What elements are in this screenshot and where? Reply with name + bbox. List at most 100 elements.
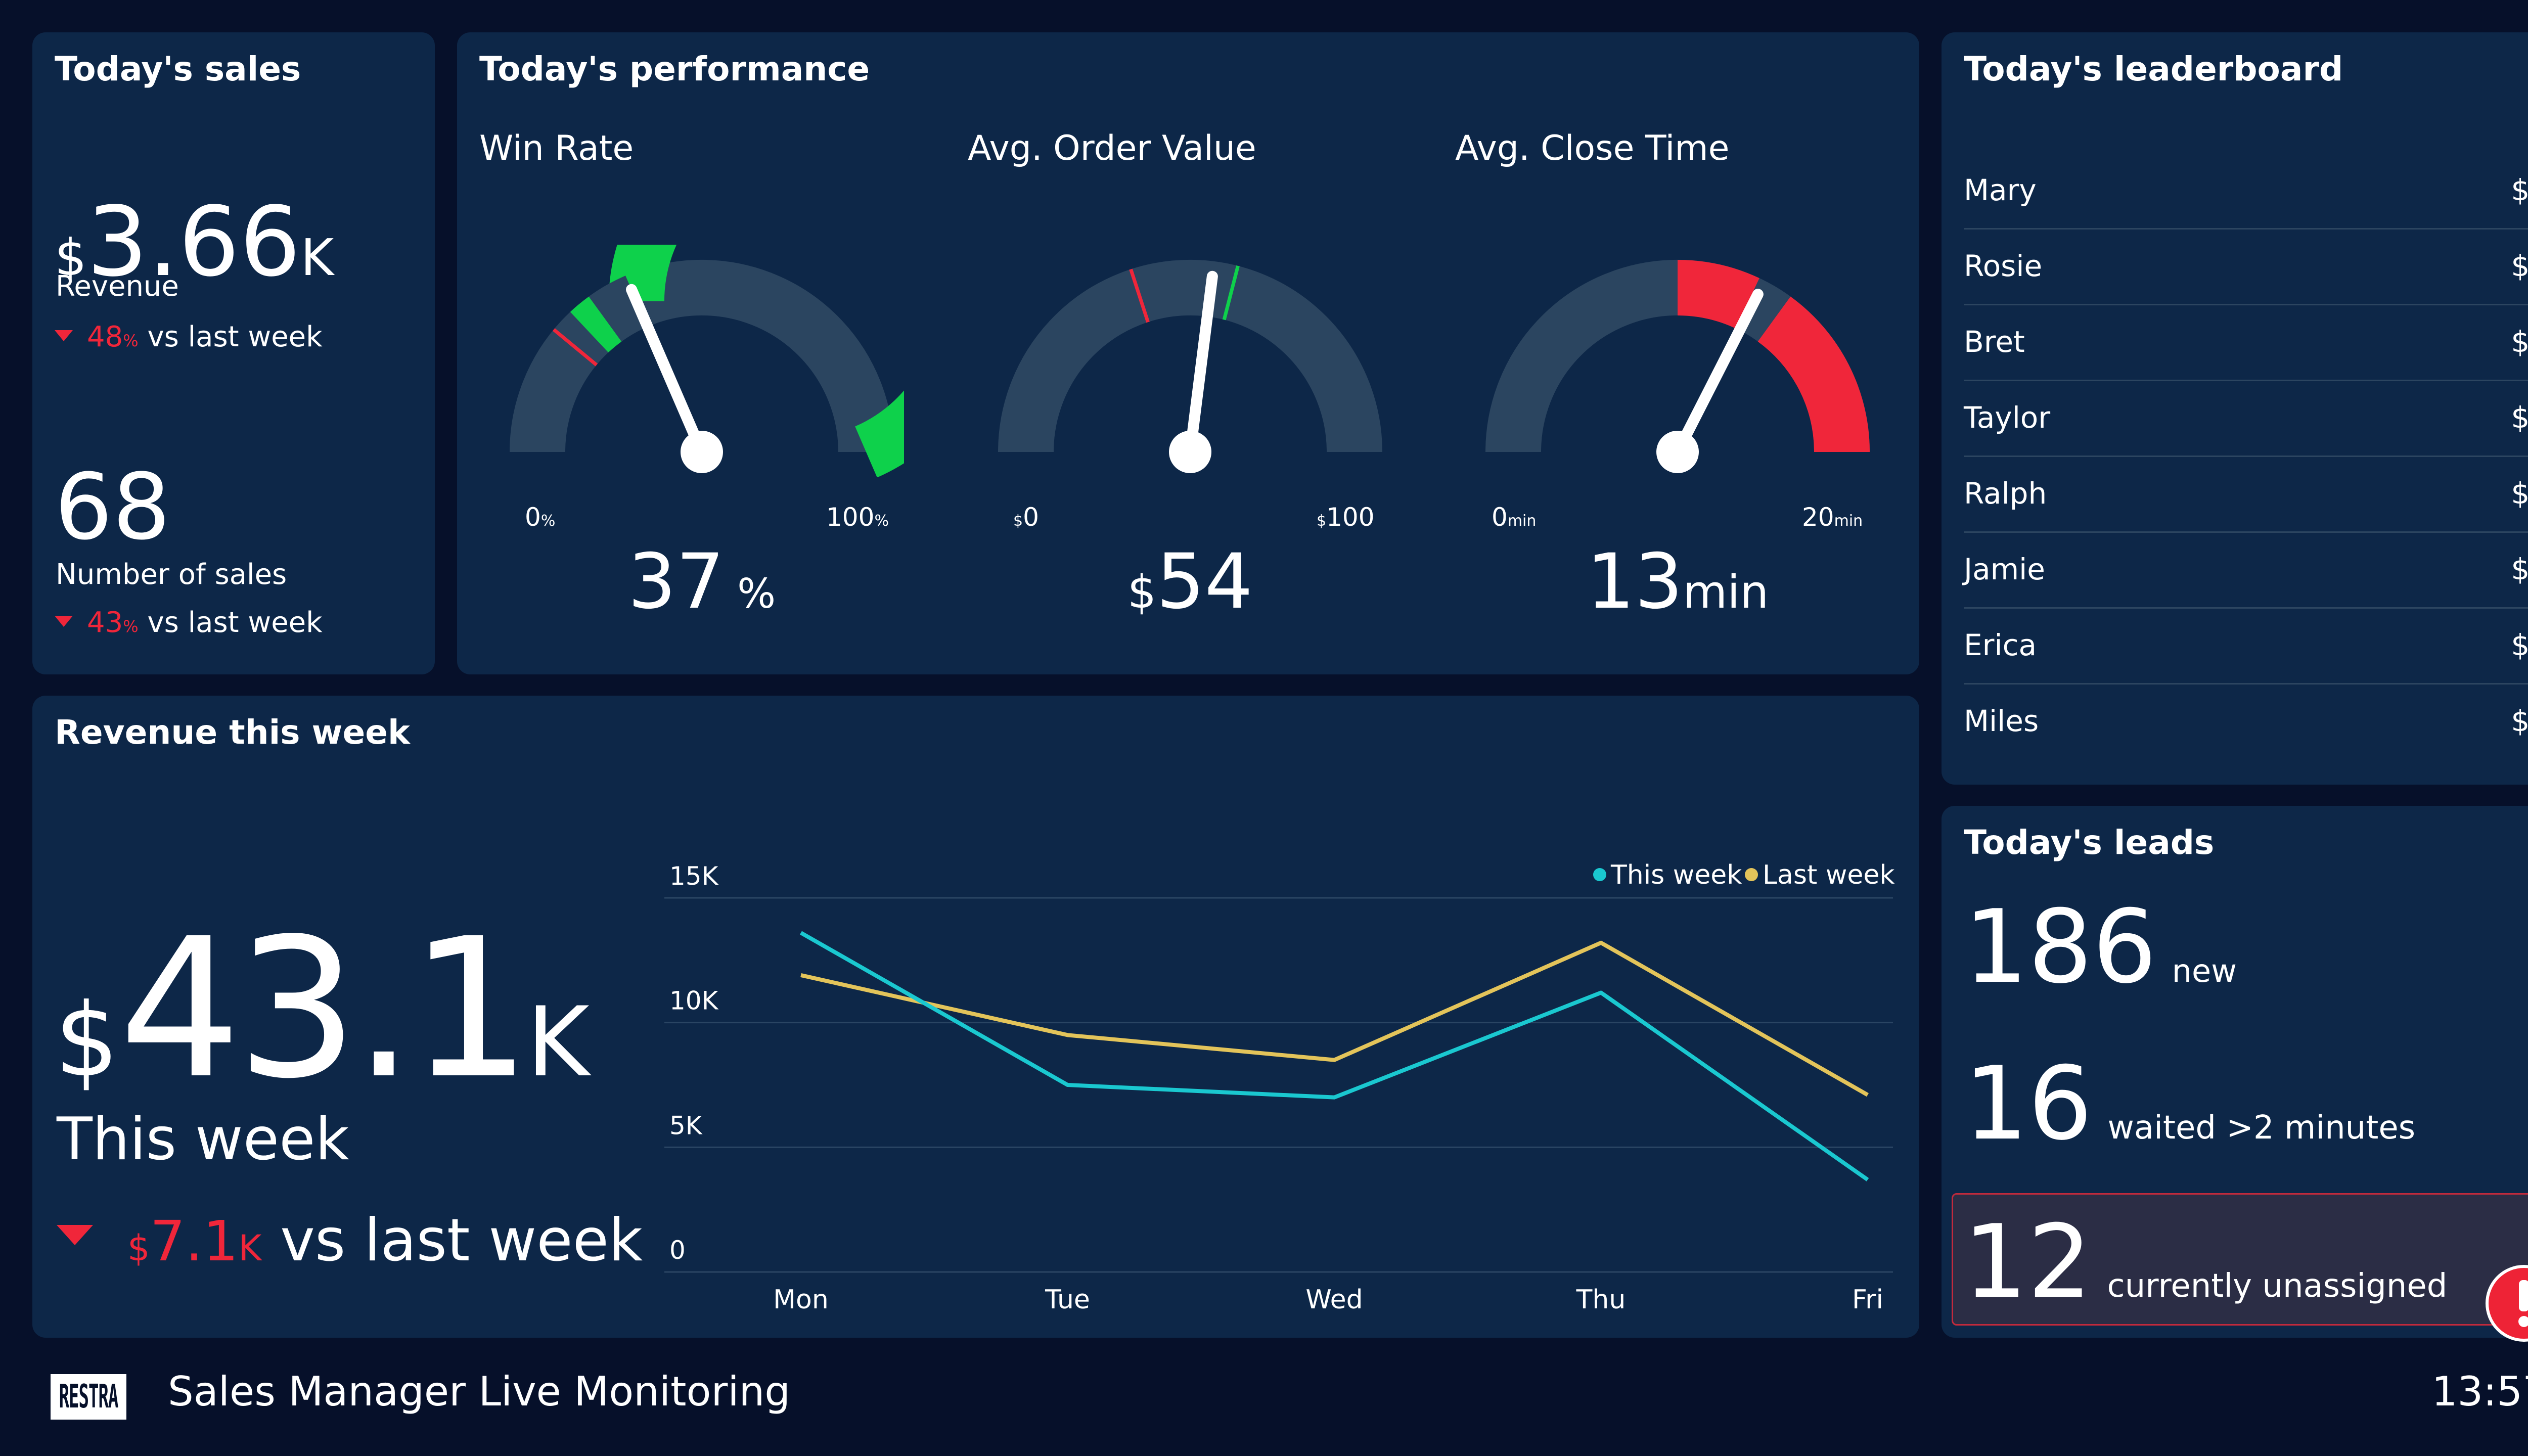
week-revenue-label: This week bbox=[57, 1105, 349, 1173]
gauge-arcs bbox=[998, 260, 1382, 452]
gauge-fill-segment bbox=[1757, 296, 1870, 452]
gauge-min-label: $0 bbox=[1013, 503, 1039, 532]
gauge-value-win-rate: 37 % bbox=[627, 538, 776, 626]
legend-swatch bbox=[1593, 868, 1606, 881]
down-arrow-icon bbox=[55, 616, 73, 627]
y-tick-label: 5K bbox=[669, 1111, 703, 1140]
revenue-delta-text: vs last week bbox=[138, 321, 323, 353]
delta-text: vs last week bbox=[261, 1206, 643, 1275]
gauge-target-marker bbox=[552, 328, 598, 367]
sales-count-label: Number of sales bbox=[56, 558, 287, 591]
legend-label: Last week bbox=[1763, 860, 1894, 890]
gauge-hub bbox=[1656, 431, 1699, 473]
todays-sales-panel: Today's sales $ 3.66 K Revenue 48 % vs l… bbox=[32, 32, 435, 674]
legend-swatch bbox=[1745, 868, 1758, 881]
x-tick-label: Tue bbox=[1045, 1285, 1090, 1315]
todays-performance-panel: Today's performance Win Rate 0% 100% 37 … bbox=[457, 32, 1919, 674]
leaderboard-name: Mary bbox=[1964, 173, 2037, 207]
revenue-delta-value: 48 bbox=[87, 321, 123, 353]
leaderboard-value: $604 bbox=[2511, 325, 2528, 359]
y-tick-label: 0 bbox=[669, 1236, 686, 1265]
leaderboard-row: Ralph $471 bbox=[1964, 457, 2528, 533]
delta-currency: $ bbox=[127, 1227, 150, 1269]
count-delta-text: vs last week bbox=[138, 606, 323, 639]
leaderboard-value: $785 bbox=[2511, 173, 2528, 207]
gauge-target-marker bbox=[1129, 268, 1150, 323]
waited-leads: 16 waited >2 minutes bbox=[1964, 1054, 2415, 1155]
gauge-max-label: 20min bbox=[1802, 503, 1863, 532]
gauge-min-label: 0% bbox=[525, 503, 556, 532]
y-tick-label: 10K bbox=[669, 986, 719, 1016]
leaderboard-row: Miles $142 bbox=[1964, 685, 2528, 760]
clock-time: 13:57 bbox=[2431, 1368, 2528, 1415]
unassigned-leads: 12 currently unassigned bbox=[1963, 1212, 2447, 1313]
gauge-min-label: 0min bbox=[1492, 503, 1537, 532]
gauge-max-label: $100 bbox=[1317, 503, 1375, 532]
gauge-track bbox=[998, 260, 1382, 452]
new-leads: 186 new bbox=[1964, 897, 2237, 998]
gauge-label-win-rate: Win Rate bbox=[479, 128, 634, 168]
week-revenue-value: 43.1 bbox=[119, 897, 531, 1121]
down-arrow-icon bbox=[55, 330, 73, 341]
leaderboard-row: Mary $785 bbox=[1964, 154, 2528, 230]
x-tick-label: Wed bbox=[1305, 1285, 1363, 1315]
series-line-this-week bbox=[800, 931, 1869, 1181]
revenue-label: Revenue bbox=[56, 270, 179, 303]
gauge-target-marker bbox=[1222, 265, 1240, 321]
new-leads-label: new bbox=[2172, 952, 2237, 989]
leaderboard-value: $142 bbox=[2511, 704, 2528, 738]
dashboard-title: Sales Manager Live Monitoring bbox=[168, 1368, 791, 1415]
x-tick-label: Thu bbox=[1576, 1285, 1626, 1315]
gauge-value-close-time: 13min bbox=[1586, 538, 1769, 626]
leaderboard-value: $471 bbox=[2511, 476, 2528, 511]
gauge-track bbox=[510, 260, 894, 452]
gauge-needle bbox=[625, 284, 707, 458]
leaderboard-row: Rosie $635 bbox=[1964, 230, 2528, 305]
sales-count-value: 68 bbox=[55, 454, 171, 560]
delta-unit: K bbox=[238, 1227, 262, 1269]
currency-symbol: $ bbox=[55, 982, 119, 1100]
leaderboard-name: Ralph bbox=[1964, 476, 2047, 511]
panel-title: Revenue this week bbox=[55, 713, 410, 752]
count-delta-unit: % bbox=[123, 617, 139, 636]
leaderboard-row: Taylor $506 bbox=[1964, 381, 2528, 457]
down-arrow-icon bbox=[57, 1225, 93, 1245]
leaderboard-value: $635 bbox=[2511, 249, 2528, 283]
leaderboard-value: $209 bbox=[2511, 628, 2528, 662]
y-tick-label: 15K bbox=[669, 861, 719, 891]
panel-title: Today's sales bbox=[55, 50, 301, 88]
leaderboard-value: $306 bbox=[2511, 552, 2528, 586]
panel-title: Today's leads bbox=[1964, 823, 2215, 862]
gauge-hub bbox=[681, 431, 723, 473]
sales-count-delta: 43 % vs last week bbox=[55, 606, 323, 639]
unassigned-leads-value: 12 bbox=[1963, 1203, 2092, 1321]
gauge-value-order-value: $54 bbox=[1127, 538, 1253, 626]
leaderboard-name: Rosie bbox=[1964, 249, 2043, 283]
win-rate-gauge bbox=[510, 245, 904, 477]
leaderboard-row: Jamie $306 bbox=[1964, 533, 2528, 609]
close-time-gauge bbox=[1485, 260, 1870, 473]
revenue-week-panel: Revenue this week $ 43.1 K This week $ 7… bbox=[32, 696, 1919, 1338]
unassigned-leads-label: currently unassigned bbox=[2107, 1267, 2448, 1305]
new-leads-value: 186 bbox=[1964, 888, 2157, 1006]
leaderboard-name: Erica bbox=[1964, 628, 2037, 662]
gauge-fill-segment bbox=[570, 296, 622, 353]
gauge-hub bbox=[1169, 431, 1211, 473]
gauge-label-close-time: Avg. Close Time bbox=[1455, 128, 1730, 168]
gauge-needle bbox=[1672, 289, 1764, 458]
waited-leads-value: 16 bbox=[1964, 1045, 2093, 1163]
gauge-max-label: 100% bbox=[826, 503, 889, 532]
leaderboard-row: Erica $209 bbox=[1964, 609, 2528, 685]
order-value-gauge bbox=[998, 260, 1382, 473]
leaderboard-value: $506 bbox=[2511, 400, 2528, 435]
currency-symbol: $ bbox=[55, 228, 87, 287]
leaderboard-name: Miles bbox=[1964, 704, 2039, 738]
panel-title: Today's performance bbox=[479, 50, 870, 88]
gauge-needle bbox=[1185, 270, 1218, 458]
revenue-line-chart: 0 5K 10K 15K Mon Tue Wed Thu Fri This week Last we… bbox=[664, 860, 1894, 1315]
gauge-arcs bbox=[1485, 260, 1870, 452]
revenue-metric: $ 3.66 K bbox=[55, 194, 334, 290]
leaderboard-name: Taylor bbox=[1964, 400, 2051, 435]
legend-label: This week bbox=[1610, 860, 1742, 890]
x-tick-label: Mon bbox=[773, 1285, 829, 1315]
